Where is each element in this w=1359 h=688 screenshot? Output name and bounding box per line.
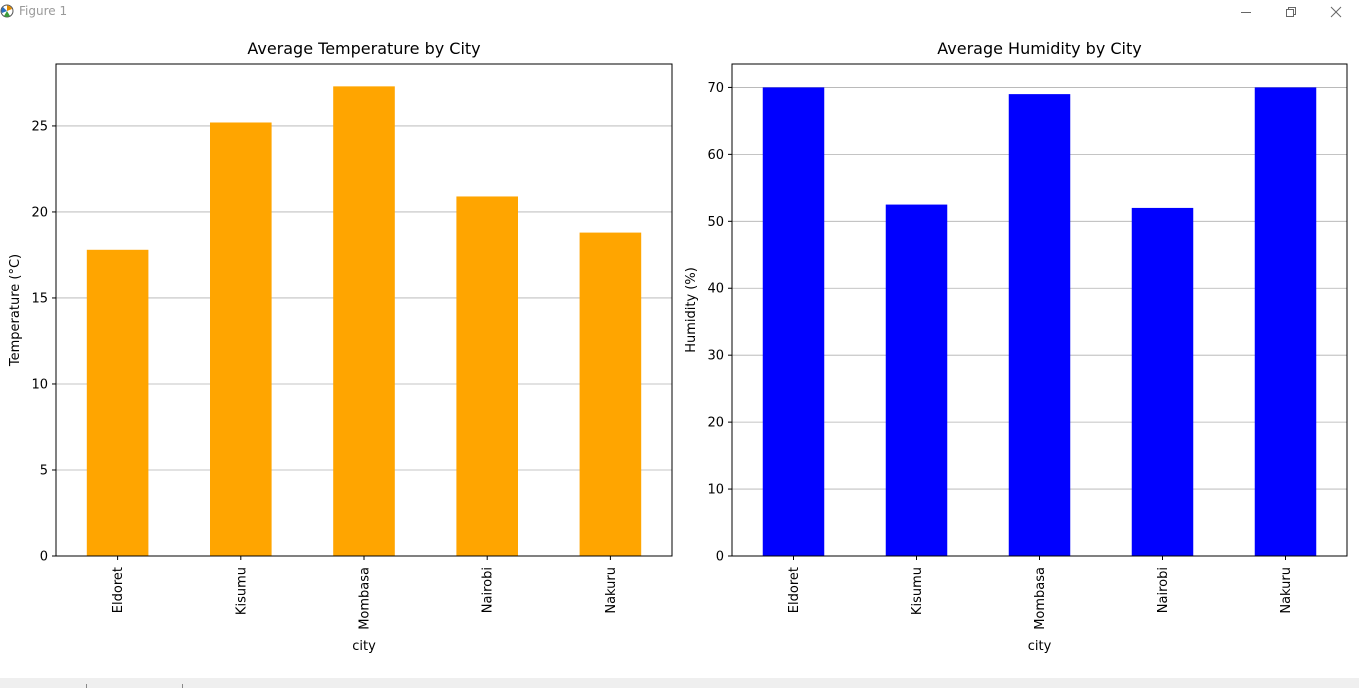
chart-title: Average Temperature by City (247, 39, 480, 58)
x-tick-label: Eldoret (787, 567, 802, 613)
restore-button[interactable] (1268, 0, 1314, 24)
y-tick-label: 25 (31, 119, 48, 134)
toolbar-separator (182, 684, 183, 688)
y-tick-label: 20 (707, 416, 724, 431)
minimize-button[interactable] (1223, 0, 1269, 24)
bar-nakuru (579, 232, 642, 557)
y-tick-label: 20 (31, 205, 48, 220)
bar-nairobi (456, 196, 518, 556)
bar-eldoret (762, 87, 825, 556)
bar-nakuru (1254, 87, 1317, 556)
y-tick-label: 10 (707, 483, 724, 498)
x-tick-label: Eldoret (111, 567, 126, 613)
close-button[interactable] (1313, 0, 1359, 24)
bar-kisumu (885, 204, 948, 557)
x-tick-label: Kisumu (234, 567, 249, 615)
x-tick-label: Mombasa (1033, 567, 1048, 630)
y-tick-label: 15 (31, 291, 48, 306)
y-axis-label: Temperature (°C) (8, 254, 23, 367)
chart-title: Average Humidity by City (937, 39, 1142, 58)
x-tick-label: Mombasa (358, 567, 373, 630)
matplotlib-app-icon (0, 4, 14, 18)
y-axis-label: Humidity (%) (684, 267, 699, 353)
bar-eldoret (86, 249, 149, 556)
y-tick-label: 0 (716, 550, 724, 565)
x-tick-label: Nakuru (1279, 567, 1294, 614)
window-title: Figure 1 (19, 4, 68, 18)
x-tick-label: Nairobi (481, 567, 496, 613)
navigation-toolbar (0, 678, 1359, 688)
y-tick-label: 70 (707, 81, 724, 96)
x-tick-label: Nakuru (604, 567, 619, 614)
x-tick-label: Nairobi (1156, 567, 1171, 613)
x-tick-label: Kisumu (910, 567, 925, 615)
bar-mombasa (1008, 94, 1071, 557)
bar-nairobi (1131, 207, 1194, 556)
window-titlebar: Figure 1 (0, 0, 1359, 24)
restore-icon (1286, 7, 1296, 17)
bar-mombasa (333, 86, 395, 556)
bar-kisumu (210, 122, 272, 557)
y-tick-label: 60 (707, 148, 724, 163)
y-tick-label: 50 (707, 215, 724, 230)
chart-panel-1: 0 5 10 15 20 25 Eldoret Kisumu Mombasa Nairobi Nak… (8, 39, 673, 654)
toolbar-separator (86, 684, 87, 688)
x-axis-label: city (352, 639, 376, 654)
minimize-icon (1241, 12, 1251, 13)
y-tick-label: 0 (40, 550, 48, 565)
y-tick-label: 40 (707, 282, 724, 297)
close-icon (1330, 6, 1342, 18)
y-tick-label: 30 (707, 349, 724, 364)
y-tick-label: 5 (40, 463, 48, 478)
y-tick-label: 10 (31, 377, 48, 392)
chart-panel-2: 0 10 20 30 40 50 60 70 Eldoret Kisumu Mombasa Nairo… (684, 39, 1348, 654)
x-axis-label: city (1028, 639, 1052, 654)
